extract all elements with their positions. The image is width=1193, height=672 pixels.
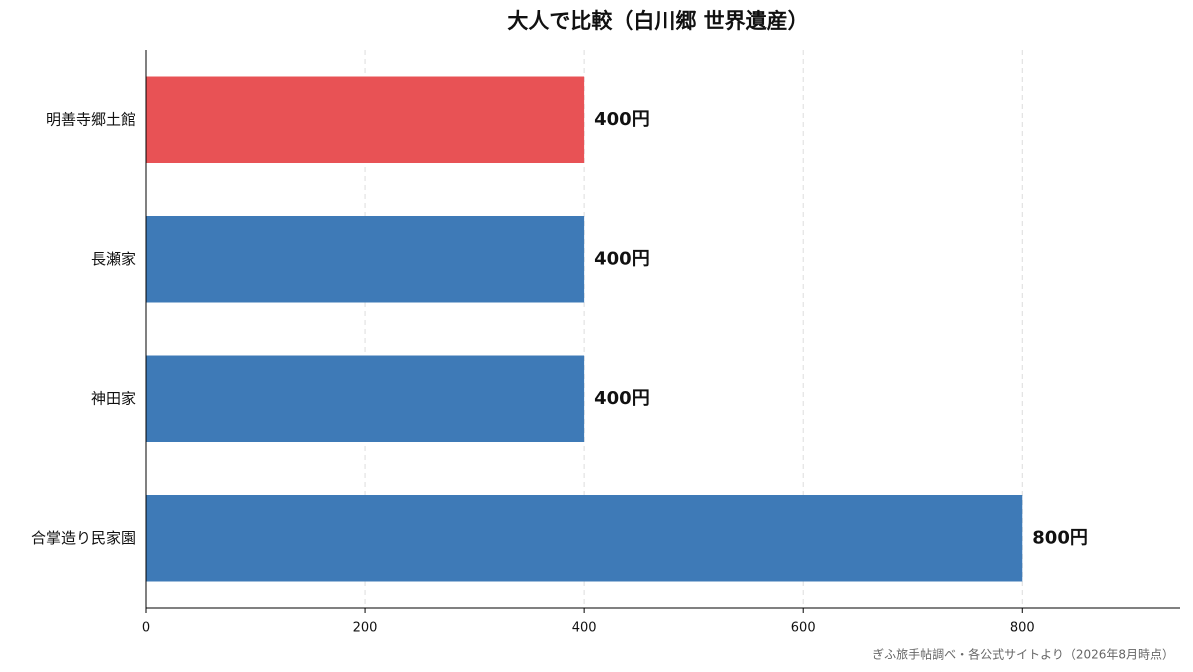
x-tick-label: 600	[791, 621, 816, 636]
value-label: 400円	[594, 388, 650, 409]
y-tick-label: 合掌造り民家園	[31, 529, 136, 547]
y-tick-label: 神田家	[91, 389, 136, 407]
y-tick-label: 明善寺郷土館	[46, 110, 136, 128]
x-tick-label: 0	[142, 621, 150, 636]
value-label: 400円	[594, 248, 650, 269]
bar	[146, 216, 585, 303]
x-tick-label: 400	[572, 621, 597, 636]
x-tick-label: 800	[1010, 621, 1035, 636]
x-tick-label: 200	[353, 621, 378, 636]
chart-title: 大人で比較（白川郷 世界遺産）	[507, 9, 808, 33]
source-note: ぎふ旅手帖調べ・各公式サイトより（2026年8月時点）	[872, 647, 1174, 662]
bar	[146, 495, 1023, 582]
value-label: 800円	[1032, 527, 1088, 548]
bar	[146, 355, 585, 442]
value-label: 400円	[594, 109, 650, 130]
y-tick-label: 長瀬家	[91, 250, 136, 268]
bar	[146, 76, 585, 163]
